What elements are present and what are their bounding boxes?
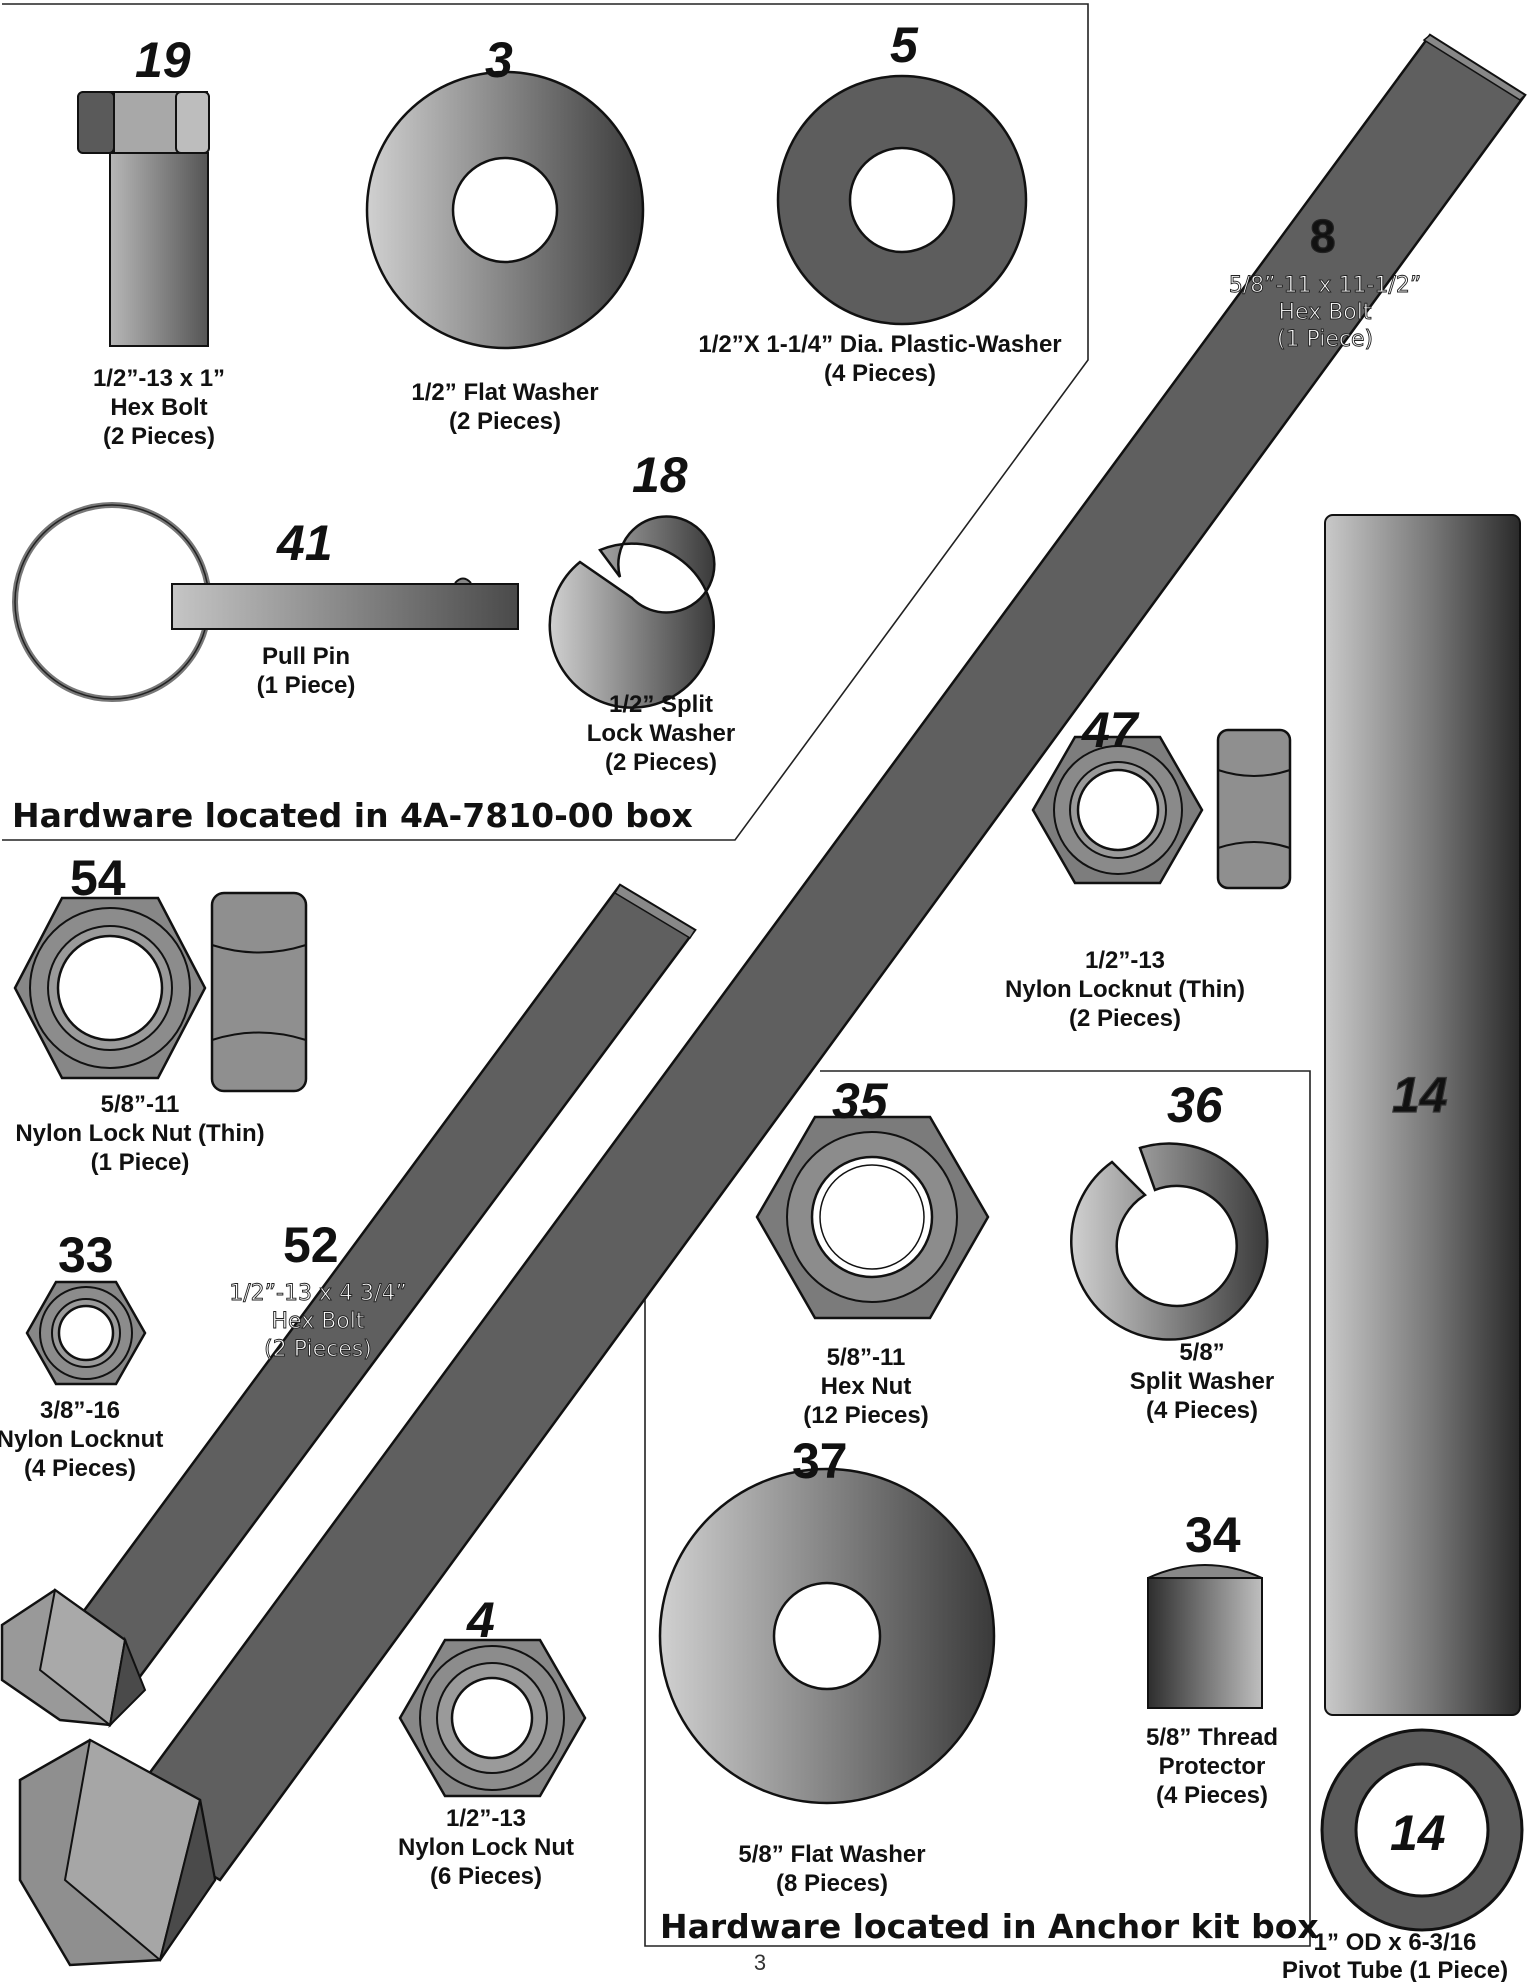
caption-35-line3: (12 Pieces) <box>803 1402 928 1429</box>
part-number-34: 34 <box>1185 1507 1241 1563</box>
caption-52-line1: 1/2”-13 x 4 3/4” <box>229 1281 407 1306</box>
part-number-3: 3 <box>485 32 513 88</box>
caption-41-line1: Pull Pin <box>262 643 350 670</box>
caption-47-line2: Nylon Locknut (Thin) <box>1005 976 1245 1003</box>
part-number-8: 8 <box>1310 210 1336 262</box>
caption-18-line1: 1/2” Split <box>609 691 713 718</box>
caption-54-line1: 5/8”-11 <box>101 1091 180 1118</box>
part-number-52: 52 <box>283 1217 339 1273</box>
split-washer-36-drawing <box>1070 1142 1269 1341</box>
caption-33-line3: (4 Pieces) <box>24 1455 136 1482</box>
caption-34-line2: Protector <box>1159 1753 1266 1780</box>
pull-pin-drawing <box>12 502 519 702</box>
hex-bolt-8-drawing <box>18 33 1527 1967</box>
caption-33-line2: Nylon Locknut <box>0 1426 163 1453</box>
caption-52-line2: Hex Bolt <box>272 1309 365 1334</box>
pivot-tube-drawing <box>1320 514 1524 1932</box>
box-b-outline <box>644 1070 1311 1947</box>
plastic-washer-5-drawing <box>776 74 1028 326</box>
thread-protector-34-drawing <box>1147 1564 1263 1709</box>
caption-19-line1: 1/2”-13 x 1” <box>93 365 225 392</box>
part-number-36: 36 <box>1167 1077 1224 1133</box>
caption-19-line3: (2 Pieces) <box>103 423 215 450</box>
caption-18-line3: (2 Pieces) <box>605 749 717 776</box>
flat-washer-37-drawing <box>658 1467 996 1805</box>
flat-washer-3-drawing <box>365 70 645 350</box>
part-number-5: 5 <box>890 17 919 73</box>
nylon-locknut-33-drawing <box>25 1280 147 1386</box>
caption-47-line1: 1/2”-13 <box>1085 947 1165 974</box>
part-number-54: 54 <box>70 850 126 906</box>
caption-4-line3: (6 Pieces) <box>430 1863 542 1890</box>
caption-8-line1: 5/8”-11 x 11-1/2” <box>1229 273 1421 298</box>
caption-14-line1: 1” OD x 6-3/16 <box>1314 1929 1477 1956</box>
part-number-14-tube: 14 <box>1392 1067 1448 1123</box>
part-number-19: 19 <box>135 32 191 88</box>
caption-34-line3: (4 Pieces) <box>1156 1782 1268 1809</box>
caption-41-line2: (1 Piece) <box>257 672 356 699</box>
caption-54-line3: (1 Piece) <box>91 1149 190 1176</box>
caption-35-line1: 5/8”-11 <box>827 1344 906 1371</box>
caption-54-line2: Nylon Lock Nut (Thin) <box>15 1120 264 1147</box>
caption-5-line2: (4 Pieces) <box>824 360 936 387</box>
split-lock-washer-18-drawing <box>548 515 716 709</box>
caption-4-line1: 1/2”-13 <box>446 1805 526 1832</box>
caption-4-line2: Nylon Lock Nut <box>398 1834 574 1861</box>
caption-47-line3: (2 Pieces) <box>1069 1005 1181 1032</box>
part-number-35: 35 <box>832 1073 889 1129</box>
page-number: 3 <box>754 1950 766 1975</box>
caption-52-line3: (2 Pieces) <box>264 1337 372 1362</box>
nylon-locknut-4-drawing <box>398 1638 587 1798</box>
caption-37-line2: (8 Pieces) <box>776 1870 888 1897</box>
caption-14-line2: Pivot Tube (1 Piece) <box>1282 1957 1508 1982</box>
caption-3-line2: (2 Pieces) <box>449 408 561 435</box>
part-number-18: 18 <box>632 447 688 503</box>
box-a-outline <box>2 3 1089 841</box>
part-number-47: 47 <box>1081 702 1140 758</box>
nylon-locknut-54-drawing <box>13 891 308 1093</box>
caption-36-line1: 5/8” <box>1179 1339 1224 1366</box>
hex-bolt-52-drawing <box>0 883 697 1728</box>
part-number-14-ring: 14 <box>1390 1805 1446 1861</box>
caption-33-line1: 3/8”-16 <box>40 1397 120 1424</box>
caption-5-line1: 1/2”X 1-1/4” Dia. Plastic-Washer <box>698 331 1061 358</box>
part-number-33: 33 <box>58 1227 114 1283</box>
part-number-37: 37 <box>792 1433 848 1489</box>
caption-8-line3: (1 Piece) <box>1277 327 1373 352</box>
part-number-41: 41 <box>276 515 333 571</box>
caption-18-line2: Lock Washer <box>587 720 736 747</box>
caption-19-line2: Hex Bolt <box>110 394 207 421</box>
box-a-label: Hardware located in 4A-7810-00 box <box>12 796 693 835</box>
caption-8-line2: Hex Bolt <box>1279 300 1372 325</box>
caption-36-line3: (4 Pieces) <box>1146 1397 1258 1424</box>
caption-37-line1: 5/8” Flat Washer <box>738 1841 925 1868</box>
nylon-locknut-47-drawing <box>1031 728 1292 890</box>
caption-36-line2: Split Washer <box>1130 1368 1274 1395</box>
hex-nut-35-drawing <box>755 1115 990 1320</box>
caption-3-line1: 1/2” Flat Washer <box>411 379 598 406</box>
part-number-4: 4 <box>466 1592 495 1648</box>
hex-bolt-19-drawing <box>77 91 210 347</box>
box-b-label: Hardware located in Anchor kit box <box>660 1907 1319 1946</box>
caption-35-line2: Hex Nut <box>821 1373 912 1400</box>
caption-34-line1: 5/8” Thread <box>1146 1724 1278 1751</box>
